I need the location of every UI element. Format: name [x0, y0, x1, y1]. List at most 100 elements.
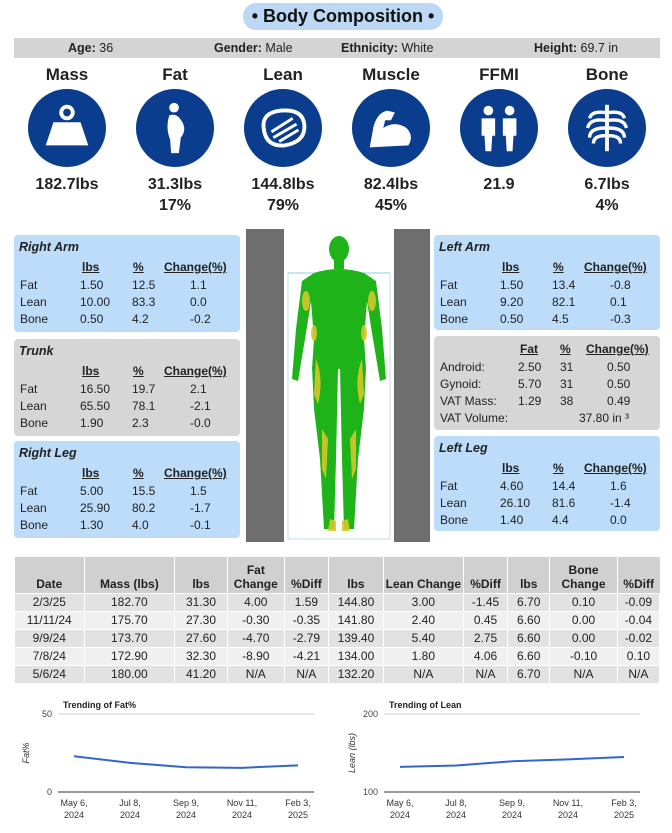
- y-axis-label: Lean (lbs): [347, 733, 357, 773]
- x-tick-label: May 6, 2024: [386, 798, 413, 820]
- row-lbs: 1.50: [80, 278, 104, 292]
- right-arm-panel: Right Arm lbs% Change(%) Fat 1.50 12.5 1.1 Lean…: [14, 235, 240, 332]
- history-cell: -4.70: [226, 628, 285, 648]
- history-cell: -0.30: [226, 610, 285, 630]
- series-line: [399, 756, 625, 768]
- history-cell: 6.60: [507, 610, 551, 630]
- vat-volume-value: 37.80 in ³: [579, 411, 630, 425]
- history-cell: 2.75: [462, 628, 509, 648]
- x-tick-label: Sep 9, 2024: [173, 798, 199, 820]
- row-change: 0.0: [610, 513, 627, 527]
- header-lbs: lbs: [82, 260, 100, 274]
- history-cell: 132.20: [328, 664, 384, 684]
- history-row: 5/6/24 180.00 41.20 N/A N/A 132.20 N/A N/A 6.70 N…: [14, 664, 661, 684]
- row-change: -0.0: [190, 416, 211, 430]
- row-label: Bone: [440, 513, 469, 527]
- android-pct: 31: [560, 360, 574, 374]
- history-cell: 32.30: [174, 646, 228, 666]
- row-pct: 4.2: [132, 312, 149, 326]
- col-bone-change: Bone Change: [549, 557, 618, 593]
- y-tick-label: 0: [47, 787, 52, 797]
- row-lbs: 5.00: [80, 484, 104, 498]
- x-tick-label: Jul 8, 2024: [445, 798, 467, 820]
- col-lean-lbs: lbs: [328, 557, 384, 593]
- history-cell: 6.60: [507, 646, 551, 666]
- history-cell: 180.00: [83, 664, 176, 684]
- region-row-lean: Lean 10.00 83.3 0.0: [14, 295, 240, 311]
- steak-icon: [244, 89, 322, 167]
- vat-mass-pct: 38: [560, 394, 574, 408]
- row-lbs: 26.10: [500, 496, 531, 510]
- region-row-fat: Fat 1.50 12.5 1.1: [14, 278, 240, 294]
- region-row-fat: Fat 5.00 15.5 1.5: [14, 484, 240, 500]
- history-cell: -2.79: [283, 628, 330, 648]
- history-cell: -0.02: [616, 628, 661, 648]
- row-pct: 15.5: [132, 484, 156, 498]
- row-change: -0.3: [610, 312, 631, 326]
- history-cell: -0.04: [616, 610, 661, 630]
- row-pct: 78.1: [132, 399, 156, 413]
- people-icon: [460, 89, 538, 167]
- trunk-panel: Trunk lbs% Change(%) Fat 16.50 19.7 2.1 Lean 65.…: [14, 339, 240, 436]
- age-field: Age: 36: [68, 41, 114, 55]
- metric-muscle: Muscle 82.4lbs 45%: [341, 64, 441, 217]
- metric-ffmi: FFMI 21.9: [449, 64, 549, 217]
- row-pct: 12.5: [132, 278, 156, 292]
- region-title: Left Leg: [439, 441, 488, 455]
- row-pct: 13.4: [552, 278, 576, 292]
- row-pct: 19.7: [132, 382, 156, 396]
- header-change: Change(%): [584, 461, 647, 475]
- android-change: 0.50: [607, 360, 631, 374]
- history-cell: 182.70: [83, 592, 176, 612]
- android-label: Android:: [440, 360, 485, 374]
- row-lbs: 0.50: [500, 312, 524, 326]
- history-cell: -0.35: [283, 610, 330, 630]
- history-cell: 9/9/24: [14, 628, 85, 648]
- history-cell: N/A: [283, 664, 330, 684]
- chart-title: Trending of Lean: [389, 700, 462, 710]
- history-cell: 2.40: [382, 610, 464, 630]
- history-cell: 6.70: [507, 592, 551, 612]
- row-lbs: 16.50: [80, 382, 111, 396]
- metric-label: Mass: [45, 65, 89, 84]
- history-cell: 6.70: [507, 664, 551, 684]
- lean-trend-chart: Trending of Lean 200 100 Lean (lbs) May 6, 2…: [340, 700, 650, 830]
- row-pct: 2.3: [132, 416, 149, 430]
- history-row: 9/9/24 173.70 27.60 -4.70 -2.79 139.40 5.40 2.7…: [14, 628, 661, 648]
- row-change: -0.2: [190, 312, 211, 326]
- header-pct: %: [553, 260, 564, 274]
- metric-value: 6.7lbs: [584, 176, 630, 193]
- metric-label: Lean: [263, 65, 303, 84]
- row-change: 1.6: [610, 479, 627, 493]
- vat-mass-fat: 1.29: [518, 394, 542, 408]
- history-cell: 0.10: [616, 646, 661, 666]
- vat-volume-label: VAT Volume:: [440, 411, 509, 425]
- history-cell: 4.00: [226, 592, 285, 612]
- metric-value: 21.9: [483, 176, 515, 193]
- row-pct: 83.3: [132, 295, 156, 309]
- x-tick-label: Jul 8, 2024: [119, 798, 141, 820]
- row-change: 0.1: [610, 295, 627, 309]
- header-pct: %: [133, 260, 144, 274]
- history-cell: -4.21: [283, 646, 330, 666]
- region-row-bone: Bone 1.90 2.3 -0.0: [14, 416, 240, 432]
- region-row-fat: Fat 16.50 19.7 2.1: [14, 382, 240, 398]
- header-pct: %: [560, 342, 571, 356]
- history-cell: 3.00: [382, 592, 464, 612]
- metric-percent: [449, 195, 549, 217]
- row-change: -1.7: [190, 501, 211, 515]
- body-silhouette: [287, 236, 391, 540]
- row-change: -2.1: [190, 399, 211, 413]
- metric-percent: 17%: [158, 197, 192, 214]
- row-change: -0.8: [610, 278, 631, 292]
- gynoid-pct: 31: [560, 377, 574, 391]
- row-lbs: 1.40: [500, 513, 524, 527]
- row-pct: 14.4: [552, 479, 576, 493]
- y-tick-label: 200: [363, 709, 378, 719]
- region-row-lean: Lean 9.20 82.1 0.1: [434, 295, 660, 311]
- right-leg-panel: Right Leg lbs% Change(%) Fat 5.00 15.5 1.5 Lean…: [14, 441, 240, 538]
- y-tick-label: 100: [363, 787, 378, 797]
- header-lbs: lbs: [502, 461, 520, 475]
- chart-title: Trending of Fat%: [63, 700, 136, 710]
- gynoid-change: 0.50: [607, 377, 631, 391]
